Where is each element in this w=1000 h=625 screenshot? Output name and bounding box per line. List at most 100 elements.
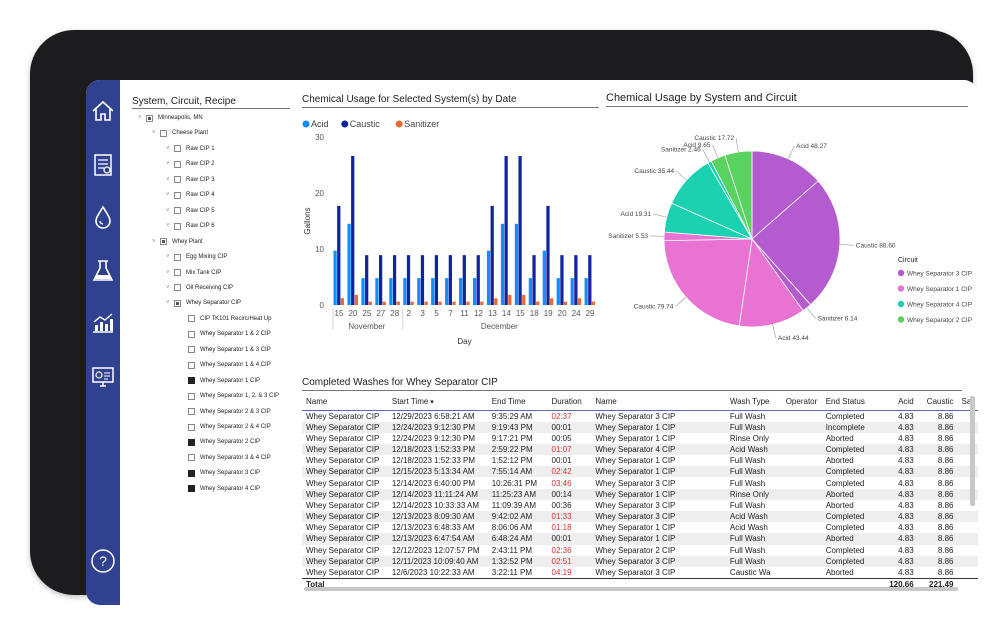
expand-caret-icon[interactable]: ˅ — [166, 207, 170, 214]
table-vertical-scrollbar[interactable] — [970, 396, 975, 506]
checkbox[interactable] — [146, 114, 153, 122]
tree-node[interactable]: Whey Separator 3 & 4 CIP — [180, 453, 271, 463]
expand-caret-icon[interactable]: ˅ — [138, 115, 142, 121]
column-header[interactable]: Name — [591, 394, 726, 411]
pie-slice[interactable] — [751, 180, 841, 306]
bar-acid[interactable] — [514, 223, 519, 305]
checkbox[interactable] — [188, 423, 195, 431]
checkbox[interactable] — [188, 469, 195, 477]
bar-caustic[interactable] — [532, 255, 536, 305]
bar-caustic[interactable] — [504, 156, 508, 305]
pie-slice[interactable] — [724, 150, 753, 240]
bar-caustic[interactable] — [588, 255, 592, 305]
checkbox[interactable] — [188, 454, 195, 462]
bar-sanitizer[interactable] — [410, 301, 414, 305]
sort-descending-icon[interactable]: ▾ — [428, 399, 434, 407]
checkbox[interactable] — [188, 346, 195, 354]
expand-caret-icon[interactable]: ˅ — [166, 192, 170, 199]
bar-caustic[interactable] — [420, 255, 425, 305]
bar-sanitizer[interactable] — [340, 298, 345, 305]
bar-sanitizer[interactable] — [354, 294, 358, 305]
tree-node[interactable]: ˅ Raw CIP 3 — [166, 175, 215, 185]
checkbox[interactable] — [174, 191, 181, 199]
bar-acid[interactable] — [389, 278, 393, 305]
bar-sanitizer[interactable] — [438, 301, 442, 305]
bar-sanitizer[interactable] — [368, 301, 372, 305]
tree-node[interactable]: ˅ Egg Mixing CIP — [166, 252, 227, 262]
bar-acid[interactable] — [570, 278, 574, 305]
table-row[interactable]: Whey Separator CIP 12/13/2023 8:09:30 AM 9… — [302, 511, 978, 523]
bar-caustic[interactable] — [406, 255, 411, 305]
bar-caustic[interactable] — [378, 255, 383, 305]
bar-caustic[interactable] — [448, 255, 452, 305]
bar-sanitizer[interactable] — [466, 301, 470, 305]
table-row[interactable]: Whey Separator CIP 12/6/2023 10:22:33 AM 3… — [302, 567, 978, 579]
tree-node[interactable]: Whey Separator 3 CIP — [180, 468, 260, 478]
bar-acid[interactable] — [417, 278, 421, 305]
checkbox[interactable] — [174, 299, 181, 307]
checkbox[interactable] — [188, 408, 195, 416]
analytics-icon[interactable] — [90, 310, 116, 336]
tree-node[interactable]: Whey Separator 2 & 3 CIP — [180, 407, 271, 417]
bar-sanitizer[interactable] — [536, 301, 540, 305]
column-header[interactable]: Acid — [885, 394, 918, 411]
expand-caret-icon[interactable]: ˅ — [152, 130, 156, 137]
bar-acid[interactable] — [459, 278, 463, 305]
tree-node[interactable]: Whey Separator 4 CIP — [180, 484, 260, 494]
expand-caret-icon[interactable]: ˅ — [166, 161, 170, 168]
bar-acid[interactable] — [584, 278, 588, 305]
bar-sanitizer[interactable] — [494, 298, 498, 305]
bar-sanitizer[interactable] — [550, 298, 554, 305]
drop-icon[interactable] — [90, 204, 116, 230]
table-row[interactable]: Whey Separator CIP 12/24/2023 9:12:30 PM 9… — [302, 433, 978, 444]
home-icon[interactable] — [90, 98, 116, 124]
bar-caustic[interactable] — [518, 156, 522, 305]
table-row[interactable]: Whey Separator CIP 12/18/2023 1:52:33 PM 2… — [302, 443, 978, 456]
bar-acid[interactable] — [403, 278, 407, 305]
tree-node[interactable]: ˅ Raw CIP 4 — [166, 190, 215, 200]
bar-acid[interactable] — [361, 278, 365, 305]
table-row[interactable]: Whey Separator CIP 12/14/2023 6:40:00 PM 1… — [302, 477, 978, 488]
expand-caret-icon[interactable]: ˅ — [166, 223, 170, 230]
tree-node[interactable]: ˅ Minneapolis, MN — [138, 113, 203, 123]
bar-caustic[interactable] — [560, 255, 564, 305]
tree-node[interactable]: ˅ Raw CIP 6 — [166, 221, 215, 231]
checkbox[interactable] — [188, 392, 195, 400]
tree-node[interactable]: Whey Separator 1 & 4 CIP — [180, 360, 271, 370]
bar-acid[interactable] — [375, 278, 379, 305]
table-row[interactable]: Whey Separator CIP 12/13/2023 6:47:54 AM 6… — [302, 533, 978, 545]
checkbox[interactable] — [160, 238, 167, 246]
checkbox[interactable] — [174, 269, 181, 276]
tree-node[interactable]: CIP TK101 Recirc/Heat Up — [180, 314, 271, 324]
expand-caret-icon[interactable]: ˅ — [166, 284, 170, 291]
column-header[interactable]: Caustic — [917, 394, 958, 411]
bar-sanitizer[interactable] — [522, 294, 526, 305]
monitor-icon[interactable] — [90, 364, 116, 390]
bar-acid[interactable] — [347, 223, 351, 305]
bar-caustic[interactable] — [365, 255, 369, 305]
checkbox[interactable] — [188, 361, 195, 369]
bar-sanitizer[interactable] — [508, 294, 512, 305]
tree-node[interactable]: ˅ Raw CIP 2 — [166, 159, 215, 169]
tree-node[interactable]: ˅ Raw CIP 1 — [166, 144, 215, 154]
expand-caret-icon[interactable]: ˅ — [166, 254, 170, 261]
bar-sanitizer[interactable] — [480, 301, 484, 305]
bar-acid[interactable] — [472, 278, 477, 305]
checkbox[interactable] — [188, 485, 195, 493]
table-row[interactable]: Whey Separator CIP 12/14/2023 10:33:33 AM… — [302, 500, 978, 511]
bar-caustic[interactable] — [546, 205, 550, 305]
bar-acid[interactable] — [556, 278, 560, 305]
tree-node[interactable]: ˅ Oil Receiving CIP — [166, 283, 233, 293]
table-row[interactable]: Whey Separator CIP 12/18/2023 1:52:33 PM 1… — [302, 455, 978, 466]
expand-caret-icon[interactable]: ˅ — [166, 300, 170, 307]
checkbox[interactable] — [174, 207, 181, 215]
tree-node[interactable]: ˅ Raw CIP 5 — [166, 206, 215, 216]
checkbox[interactable] — [188, 330, 195, 338]
bar-acid[interactable] — [500, 223, 505, 305]
column-header[interactable]: End Time — [487, 394, 548, 411]
bar-acid[interactable] — [486, 250, 491, 305]
column-header[interactable]: End Status — [821, 394, 886, 411]
bar-caustic[interactable] — [434, 255, 439, 305]
checkbox[interactable] — [174, 284, 181, 292]
column-header[interactable]: Duration — [547, 394, 592, 411]
